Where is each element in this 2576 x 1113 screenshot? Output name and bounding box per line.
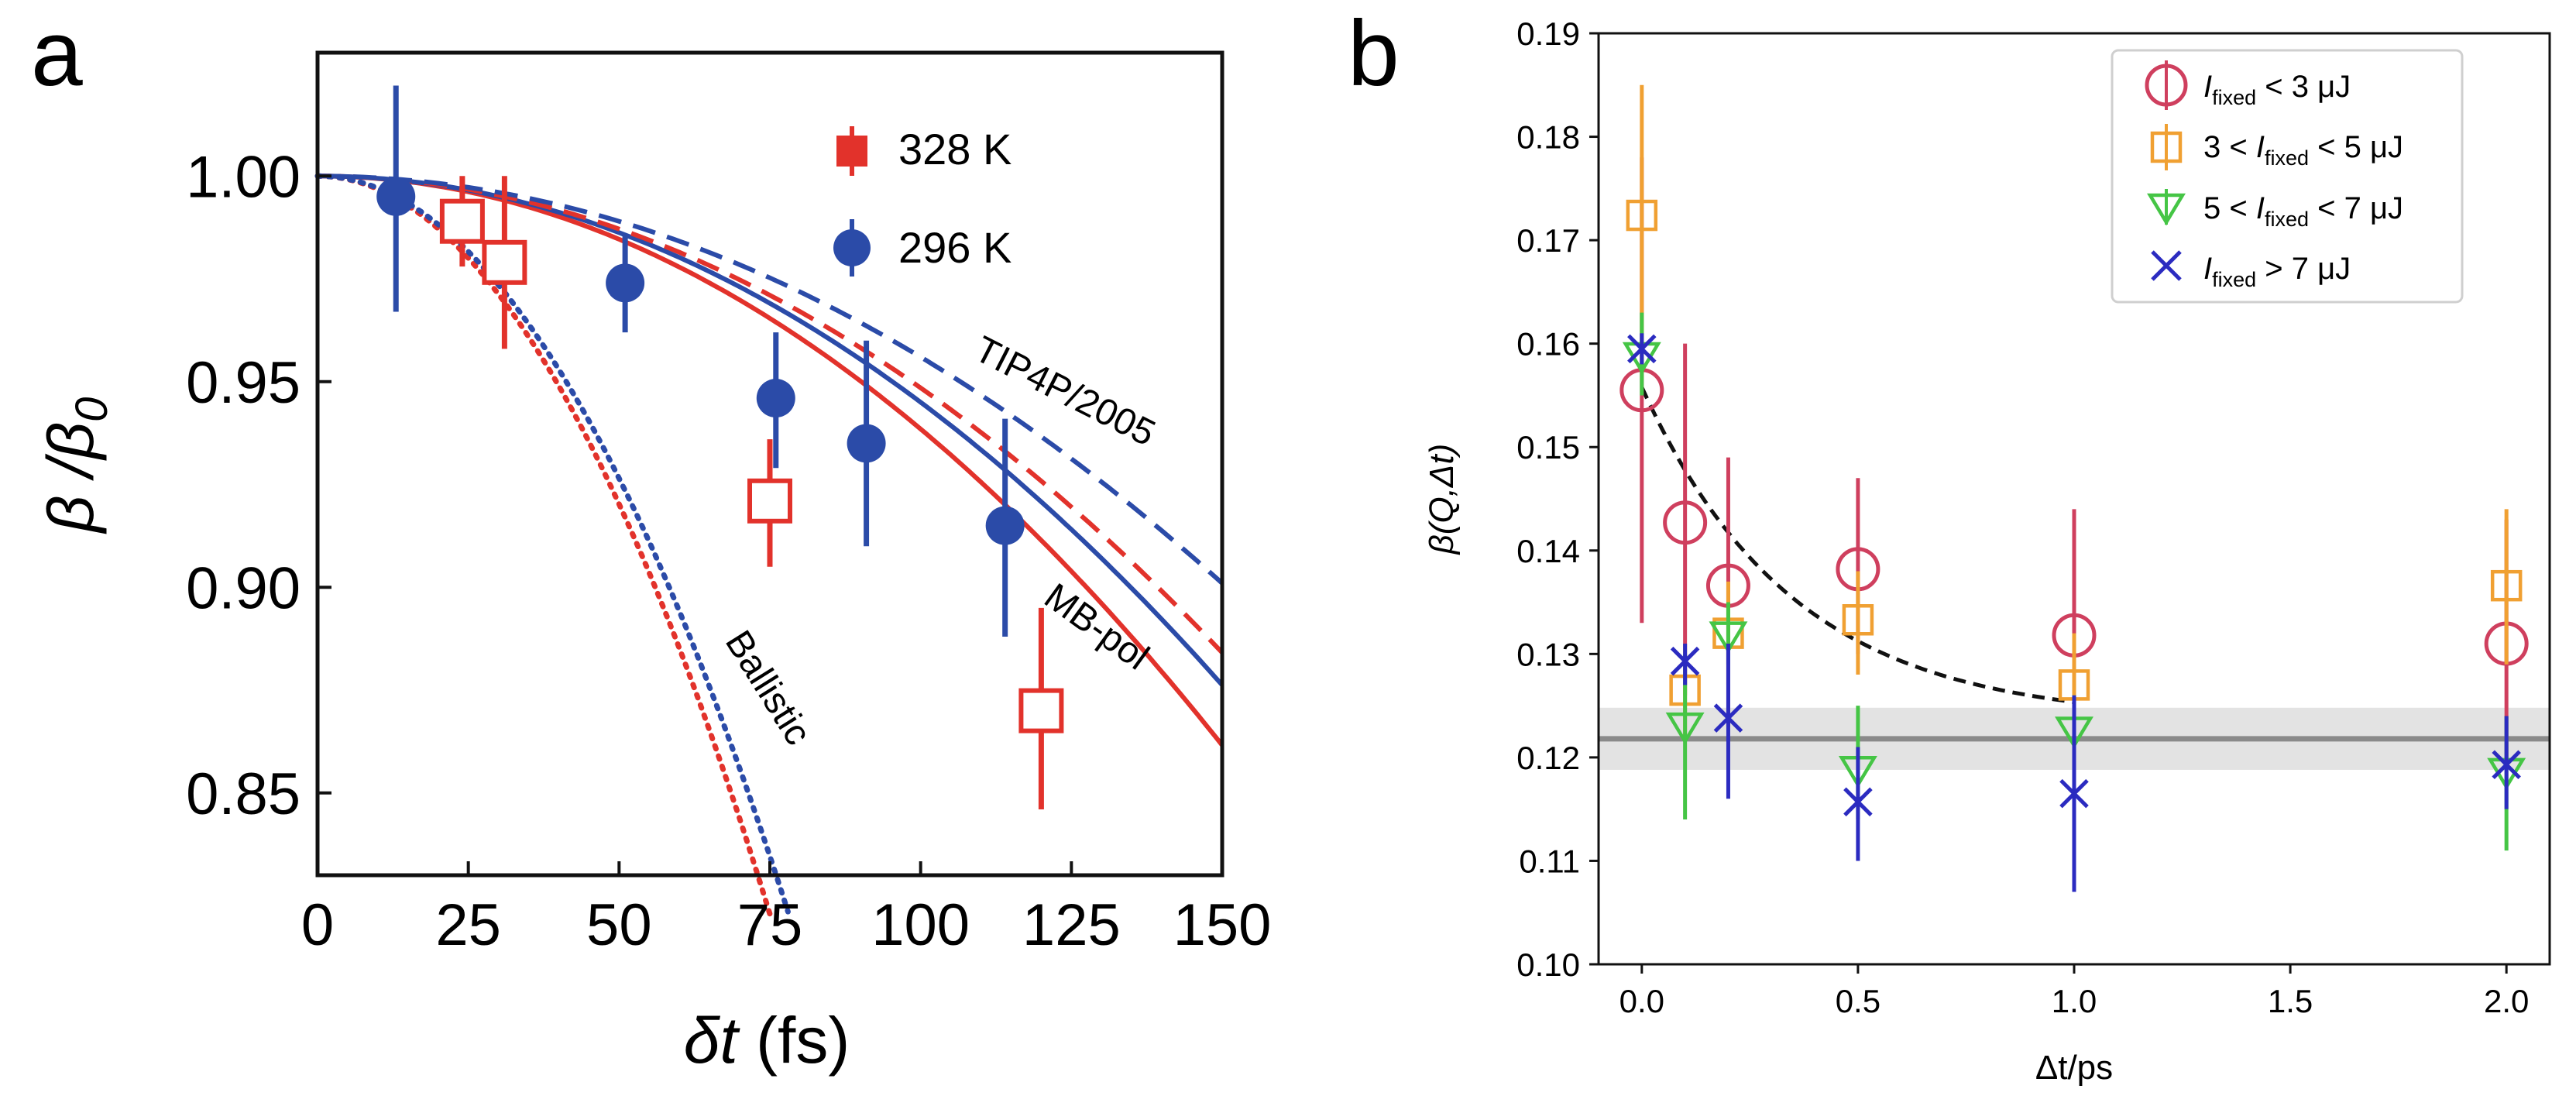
- b-ytick-label-6: 0.16: [1516, 326, 1580, 362]
- panel-b: 0.0 0.5 1.0 1.5 2.0 0.10 0.11 0.12 0.13 0.14 0.15 0…: [1423, 15, 2551, 1087]
- a-marker-328k-2: [747, 478, 792, 524]
- b-marker-5to7-1: [1665, 712, 1705, 745]
- a-marker-296k-3: [847, 424, 886, 463]
- panel-a: TIP4P/2005 MB-pol Ballistic 0 25 50 75 100 125 1…: [34, 50, 1271, 1077]
- a-xaxis-title: δt (fs): [684, 1004, 850, 1077]
- b-xtick-label-1: 0.5: [1836, 983, 1880, 1019]
- a-curve-4: [314, 173, 773, 917]
- b-ytick-label-2: 0.12: [1516, 740, 1580, 776]
- b-ytick-label-9: 0.19: [1516, 15, 1580, 52]
- a-xtick-label-6: 150: [1173, 892, 1272, 958]
- b-legend-label-3to5: 3 < Ifixed < 5 μJ: [2203, 130, 2403, 170]
- b-legend-box: [2111, 49, 2464, 304]
- a-xtick-label-2: 50: [586, 892, 652, 958]
- b-yaxis-title: β(Q,Δt): [1423, 444, 1461, 556]
- b-marker-5to7-2: [1709, 621, 1748, 654]
- a-marker-328k-0: [439, 198, 485, 244]
- b-xaxis-title: Δt/ps: [2035, 1049, 2113, 1087]
- b-marker-3to5-0: [1626, 199, 1658, 232]
- a-axis-ticks: 0 25 50 75 100 125 150 0.85 0.90 0.95 1.00: [186, 144, 1271, 958]
- a-legend-label-296k: 296 K: [898, 223, 1012, 272]
- a-marker-296k-0: [376, 177, 416, 216]
- b-marker-gt7-5: [2492, 750, 2521, 780]
- b-legend-marker-3to5: [2150, 124, 2183, 170]
- b-ytick-label-4: 0.14: [1516, 533, 1580, 569]
- b-marker-gt7-3: [1843, 787, 1873, 817]
- b-fit-path: [1640, 386, 2075, 704]
- a-marker-296k-4: [985, 506, 1025, 545]
- panel-label-b: b: [1348, 2, 1400, 105]
- a-legend: 328 K 296 K: [833, 125, 1012, 277]
- a-ytick-label-3: 1.00: [186, 144, 301, 210]
- b-legend-label-5to7: 5 < Ifixed < 7 μJ: [2203, 191, 2403, 231]
- b-legend-label-gt7: Ifixed > 7 μJ: [2203, 252, 2351, 291]
- a-curve-3: [318, 173, 1224, 586]
- a-ytick-label-2: 0.95: [186, 350, 301, 416]
- b-ytick-label-5: 0.15: [1516, 429, 1580, 465]
- a-annotation-0: TIP4P/2005: [968, 328, 1162, 454]
- a-xtick-label-0: 0: [301, 892, 334, 958]
- a-marker-296k-2: [756, 379, 795, 418]
- b-ytick-label-7: 0.17: [1516, 222, 1580, 259]
- b-axis-ticks: 0.0 0.5 1.0 1.5 2.0 0.10 0.11 0.12 0.13 0.14 0.15 0…: [1516, 15, 2529, 1019]
- b-ytick-label-0: 0.10: [1516, 946, 1580, 983]
- b-xtick-label-3: 1.5: [2268, 983, 2313, 1019]
- b-marker-gt7-0: [1627, 334, 1657, 364]
- a-ytick-label-1: 0.90: [186, 555, 301, 621]
- a-annotation-1: MB-pol: [1037, 575, 1156, 678]
- a-curve-5: [314, 173, 791, 915]
- b-marker-lt3-1: [1663, 500, 1708, 545]
- a-data-points: [376, 85, 1064, 810]
- b-legend-label-lt3: Ifixed < 3 μJ: [2203, 70, 2351, 109]
- a-xtick-label-3: 75: [737, 892, 803, 958]
- b-legend-marker-5to7: [2147, 189, 2186, 226]
- a-xtick-label-5: 125: [1022, 892, 1121, 958]
- panel-label-a: a: [31, 2, 83, 105]
- b-marker-3to5-5: [2490, 569, 2523, 602]
- b-ytick-label-1: 0.11: [1519, 843, 1580, 879]
- a-yaxis-title: β /β0: [34, 397, 117, 535]
- b-ytick-label-8: 0.18: [1516, 119, 1580, 156]
- a-marker-328k-1: [482, 239, 527, 285]
- a-legend-marker-296k: [833, 219, 871, 277]
- a-xtick-label-4: 100: [871, 892, 970, 958]
- b-marker-gt7-4: [2059, 778, 2089, 809]
- a-ytick-label-0: 0.85: [186, 761, 301, 827]
- a-marker-296k-1: [606, 263, 645, 303]
- b-marker-gt7-2: [1713, 703, 1743, 733]
- b-legend-marker-lt3: [2145, 60, 2188, 110]
- b-fit-curve: [1640, 386, 2075, 704]
- a-legend-label-328k: 328 K: [898, 125, 1012, 173]
- b-xtick-label-0: 0.0: [1619, 983, 1664, 1019]
- b-marker-3to5-3: [1842, 604, 1874, 636]
- b-xtick-label-2: 1.0: [2052, 983, 2097, 1019]
- b-xtick-label-4: 2.0: [2484, 983, 2529, 1019]
- b-legend: Ifixed < 3 μJ 3 < Ifixed < 5 μJ 5 < Ifix…: [2111, 49, 2464, 304]
- a-marker-328k-3: [1018, 688, 1064, 733]
- b-data-points: [1619, 84, 2529, 892]
- a-xtick-label-1: 25: [435, 892, 501, 958]
- b-marker-gt7-1: [1670, 646, 1700, 676]
- a-annotation-2: Ballistic: [717, 623, 819, 752]
- b-ytick-label-3: 0.13: [1516, 636, 1580, 672]
- a-legend-marker-328k: [836, 126, 867, 176]
- b-legend-marker-gt7: [2151, 250, 2182, 281]
